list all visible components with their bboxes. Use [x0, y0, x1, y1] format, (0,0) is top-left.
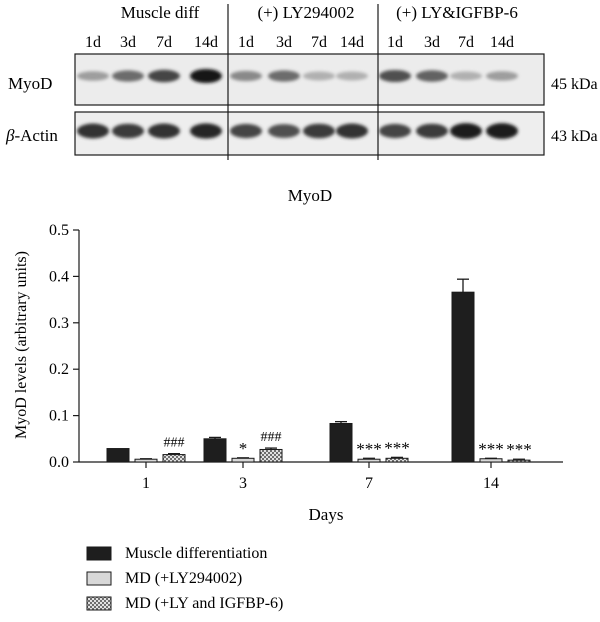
- significance-label: ***: [356, 439, 382, 458]
- western-blot: Muscle diff (+) LY294002 (+) LY&IGFBP-6 …: [5, 3, 598, 160]
- blot-lane-label: 14d: [340, 34, 364, 51]
- bar: [162, 454, 186, 463]
- legend-label: MD (+LY294002): [125, 570, 242, 587]
- blot-band-actin: [450, 123, 482, 139]
- blot-lane-label: 14d: [490, 34, 514, 51]
- blot-band-actin: [77, 123, 109, 139]
- y-tick-label: 0.4: [49, 268, 69, 285]
- legend-swatch: [86, 546, 112, 561]
- blot-lane-label: 7d: [311, 34, 327, 51]
- blot-band-myod: [379, 69, 411, 83]
- blot-band-actin: [416, 123, 448, 139]
- significance-label: ***: [478, 439, 504, 458]
- blot-band-myod: [450, 71, 482, 81]
- bar: [385, 457, 409, 463]
- blot-band-myod: [336, 71, 368, 81]
- blot-size-label-myod: 45 kDa: [551, 76, 598, 93]
- blot-lane-label: 7d: [156, 34, 172, 51]
- blot-lane-label: 14d: [194, 34, 218, 51]
- blot-band-actin: [190, 123, 222, 139]
- bar: [134, 458, 158, 463]
- bar: [329, 422, 353, 463]
- x-tick-label: 1: [142, 475, 150, 492]
- significance-label: *: [239, 439, 248, 458]
- bar: [479, 458, 503, 463]
- bar: [259, 448, 283, 463]
- blot-lane-label: 3d: [120, 34, 136, 51]
- y-tick-label: 0.1: [49, 408, 69, 425]
- y-tick-label: 0.2: [49, 361, 69, 378]
- legend-label: Muscle differentiation: [125, 545, 267, 562]
- bar: [451, 291, 475, 463]
- blot-lane-label: 1d: [85, 34, 101, 51]
- bar: [231, 457, 255, 463]
- x-tick-label: 3: [239, 475, 247, 492]
- blot-row-label-myod: MyoD: [8, 74, 52, 93]
- significance-label: ***: [506, 440, 532, 459]
- blot-lane-label: 3d: [424, 34, 440, 51]
- chart-title: MyoD: [288, 186, 332, 205]
- blot-band-myod: [303, 71, 335, 81]
- y-tick-label: 0.3: [49, 315, 69, 332]
- blot-band-myod: [486, 71, 518, 81]
- significance-label: ***: [384, 438, 410, 457]
- y-tick-label: 0.0: [49, 454, 69, 471]
- significance-label: ###: [164, 436, 185, 451]
- significance-label: ###: [261, 430, 282, 445]
- x-axis-label: Days: [309, 505, 344, 524]
- blot-band-actin: [486, 123, 518, 139]
- blot-row-label-actin: β-Actin: [5, 126, 58, 145]
- blot-band-actin: [230, 123, 262, 139]
- blot-band-actin: [379, 123, 411, 139]
- blot-band-actin: [148, 123, 180, 139]
- legend: Muscle differentiation MD (+LY294002) MD (…: [86, 545, 283, 612]
- blot-band-myod: [230, 70, 262, 82]
- blot-lane-label: 3d: [276, 34, 292, 51]
- legend-swatch: [86, 596, 112, 611]
- legend-label: MD (+LY and IGFBP-6): [125, 595, 283, 612]
- blot-band-actin: [112, 123, 144, 139]
- legend-swatch: [86, 571, 112, 586]
- bar: [203, 438, 227, 463]
- blot-band-myod: [77, 71, 109, 81]
- blot-band-actin: [268, 124, 300, 138]
- blot-band-actin: [336, 123, 368, 139]
- bar: [507, 459, 531, 463]
- blot-band-myod: [268, 70, 300, 82]
- blot-band-actin: [303, 123, 335, 139]
- blot-band-myod: [148, 69, 180, 83]
- bar: [106, 448, 130, 463]
- blot-size-label-actin: 43 kDa: [551, 128, 598, 145]
- x-tick-label: 14: [483, 475, 499, 492]
- blot-group-label: Muscle diff: [121, 3, 200, 22]
- blot-group-label: (+) LY&IGFBP-6: [396, 3, 518, 22]
- blot-lane-label: 1d: [238, 34, 254, 51]
- blot-group-label: (+) LY294002: [257, 3, 354, 22]
- blot-lane-label: 7d: [458, 34, 474, 51]
- blot-lane-label: 1d: [387, 34, 403, 51]
- blot-band-myod: [112, 70, 144, 82]
- bar-chart: MyoD MyoD levels (arbitrary units) Days …: [13, 186, 563, 524]
- y-axis-label: MyoD levels (arbitrary units): [13, 251, 30, 439]
- blot-band-myod: [416, 70, 448, 82]
- x-tick-label: 7: [365, 475, 373, 492]
- blot-band-myod: [190, 69, 222, 83]
- y-tick-label: 0.5: [49, 222, 69, 239]
- bar: [357, 458, 381, 463]
